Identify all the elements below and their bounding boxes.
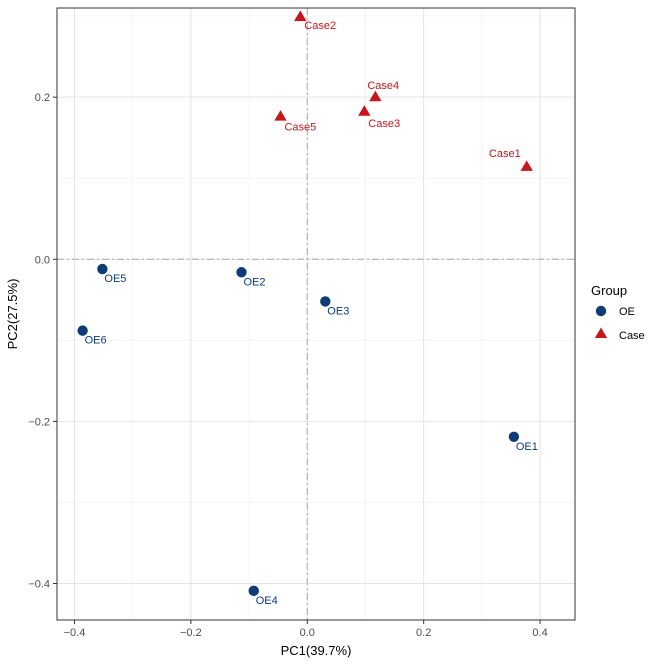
point-label-case2: Case2 [304, 20, 336, 32]
point-label-case3: Case3 [368, 118, 400, 130]
point-label-case1: Case1 [489, 148, 521, 160]
point-case1 [520, 160, 533, 171]
x-tick-label: 0.4 [532, 627, 547, 639]
y-tick-label: 0.0 [35, 254, 50, 266]
y-tick-label: −0.4 [28, 579, 50, 591]
x-tick-label: −0.4 [64, 627, 86, 639]
point-label-case4: Case4 [367, 80, 399, 92]
plot-panel-background [57, 8, 575, 620]
axis-ticks: −0.4 −0.2 0.0 0.2 0.4 −0.4 −0.2 0.0 0.2 [28, 92, 547, 639]
point-oe1 [508, 431, 520, 443]
x-tick-label: 0.2 [416, 627, 431, 639]
point-case2 [294, 10, 307, 21]
point-label-oe2: OE2 [244, 276, 266, 288]
reference-lines [57, 8, 575, 620]
x-tick-label: −0.2 [180, 627, 202, 639]
plot-panel-border [56, 7, 576, 621]
point-oe6 [77, 325, 88, 336]
point-label-oe1: OE1 [516, 441, 538, 453]
point-oe4 [248, 585, 259, 597]
legend-oe-circle-marker [595, 305, 607, 317]
legend-case-triangle-marker [594, 327, 608, 339]
y-tick-label: 0.2 [35, 92, 50, 104]
y-tick-label: −0.2 [28, 416, 50, 428]
x-axis-title: PC1(39.7%) [281, 643, 352, 658]
point-label-oe5: OE5 [104, 273, 126, 285]
legend-title: Group [591, 283, 627, 298]
point-case5 [274, 110, 287, 121]
y-axis-title: PC2(27.5%) [5, 279, 20, 350]
point-oe2 [236, 267, 247, 278]
point-label-oe4: OE4 [256, 595, 278, 607]
point-oe3 [320, 296, 331, 307]
point-label-oe6: OE6 [85, 335, 107, 347]
legend-oe-label: OE [619, 306, 635, 318]
point-label-case5: Case5 [284, 122, 316, 134]
data-points: OE1 OE2 OE3 OE4 OE5 OE6 Case1 Case2 Case3 Case4 Ca… [77, 10, 538, 607]
point-case4 [369, 90, 382, 102]
x-tick-label: 0.0 [300, 627, 315, 639]
point-case3 [358, 105, 371, 116]
point-label-oe3: OE3 [327, 305, 349, 317]
legend: Group OE Case [591, 283, 645, 342]
point-oe5 [97, 263, 108, 275]
legend-case-label: Case [619, 330, 645, 342]
